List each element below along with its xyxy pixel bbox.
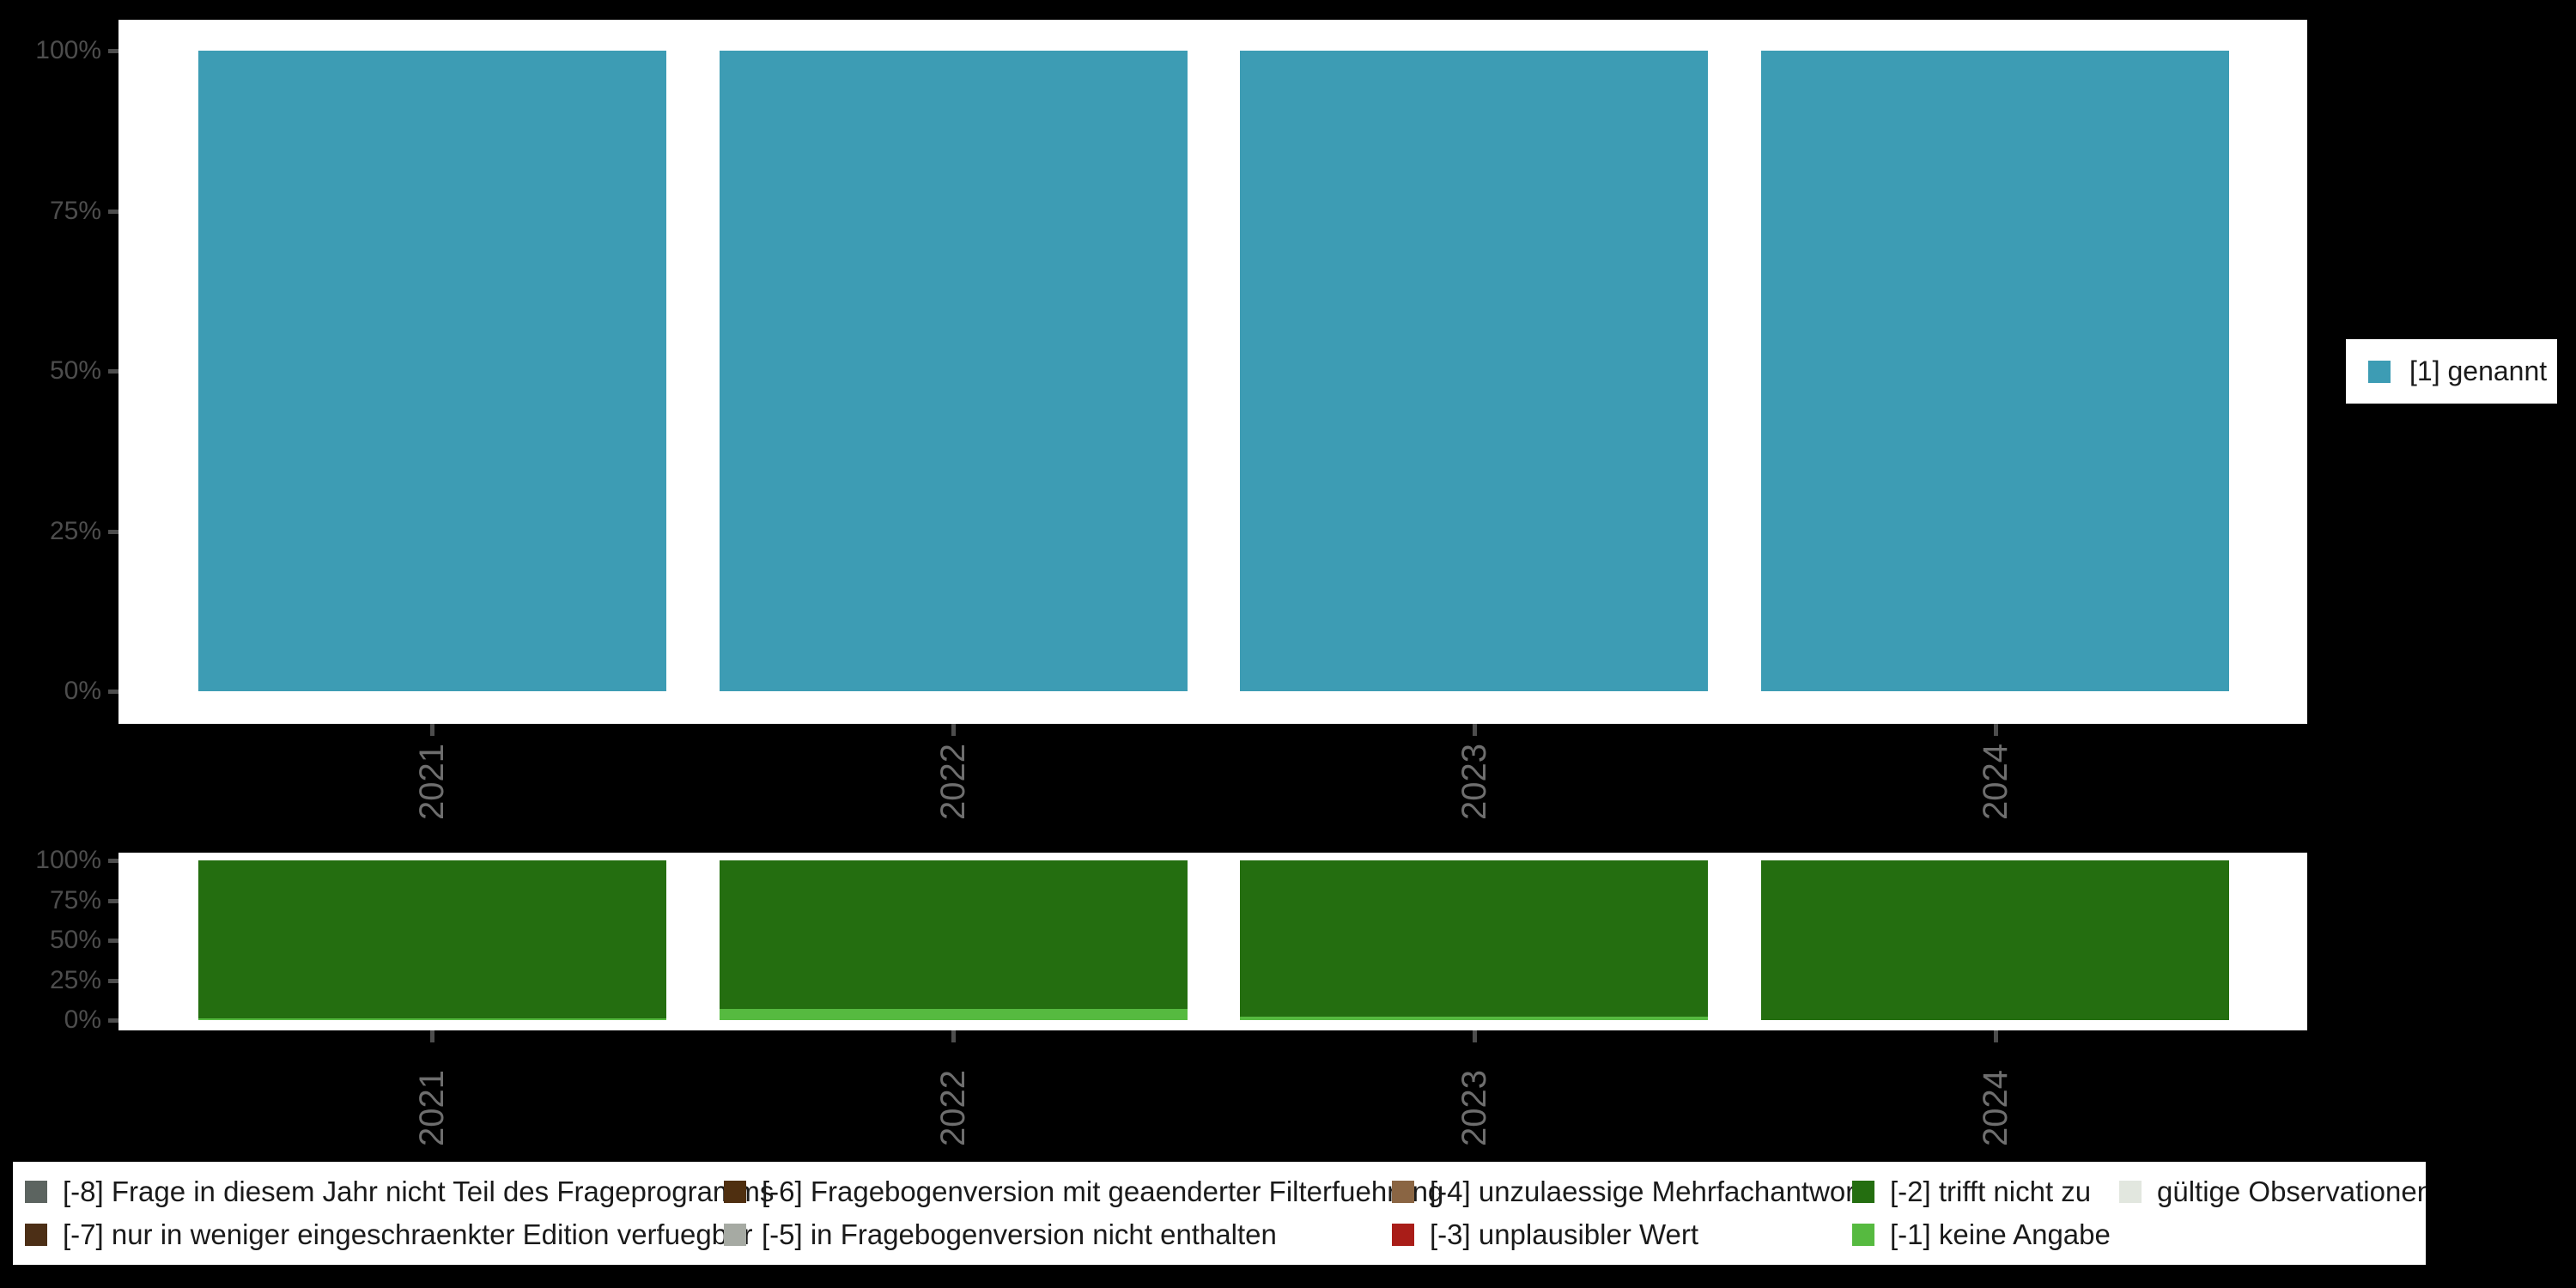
x-axis-tick [430,724,434,736]
bar-2024-series0 [1761,51,2229,691]
top-chart-plot-area [118,20,2307,724]
top-chart-legend: [1] genannt [2346,339,2557,404]
legend-key-swatch [25,1224,47,1246]
bar-2024-series1 [1761,860,2229,1020]
y-axis-tick-label: 25% [49,966,101,994]
x-axis-year-label: 2023 [1455,744,1493,820]
y-axis-tick-label: 75% [49,886,101,914]
legend-item-label: [-6] Fragebogenversion mit geaenderter F… [762,1176,1444,1207]
y-axis-tick [108,979,118,983]
legend-item-label: [-1] keine Angabe [1890,1218,2111,1250]
y-axis-tick [108,899,118,903]
y-axis-tick-label: 75% [49,197,101,225]
x-axis-tick [1994,724,1998,736]
legend-item: [-7] nur in weniger eingeschraenkter Edi… [25,1215,752,1255]
legend-item: [-8] Frage in diesem Jahr nicht Teil des… [25,1172,774,1212]
bar-2023-series0 [1240,1017,1708,1020]
legend-key-swatch [724,1224,746,1246]
bar-2023-series1 [1240,860,1708,1018]
y-axis-tick [108,49,118,53]
legend-item-label: [-8] Frage in diesem Jahr nicht Teil des… [63,1176,775,1207]
y-axis-tick [108,369,118,374]
legend-item-label: gültige Observationen [2157,1176,2426,1207]
x-axis-year-label: 2022 [934,1070,972,1146]
legend-key-swatch [1852,1224,1874,1246]
y-axis-tick-label: 100% [35,36,101,64]
x-axis-tick [1473,1030,1477,1042]
x-axis-tick [951,724,956,736]
legend-item-label: [-3] unplausibler Wert [1430,1218,1699,1250]
legend-item: gültige Observationen [2119,1172,2426,1212]
legend-item-label: [-7] nur in weniger eingeschraenkter Edi… [63,1218,753,1250]
bar-2023-series0 [1240,51,1708,691]
missing-codes-legend: [-8] Frage in diesem Jahr nicht Teil des… [13,1162,2426,1265]
legend-item: [-3] unplausibler Wert [1392,1215,1698,1255]
legend-key-swatch [1852,1181,1874,1203]
x-axis-tick [430,1030,434,1042]
x-axis-year-label: 2022 [934,744,972,820]
bar-2021-series0 [198,1018,666,1020]
legend-key-swatch [1392,1224,1414,1246]
legend-item: [-2] trifft nicht zu [1852,1172,2091,1212]
y-axis-tick [108,210,118,214]
x-axis-year-label: 2021 [413,744,451,820]
y-axis-tick-label: 50% [49,356,101,385]
x-axis-year-label: 2024 [1977,1070,2014,1146]
legend-item-label: [-2] trifft nicht zu [1890,1176,2092,1207]
y-axis-tick-label: 0% [64,1005,101,1034]
y-axis-tick-label: 25% [49,517,101,545]
legend-item-label: [-4] unzulaessige Mehrfachantwort [1430,1176,1863,1207]
legend-key-swatch [724,1181,746,1203]
y-axis-tick [108,690,118,694]
legend-key-swatch [25,1181,47,1203]
x-axis-year-label: 2023 [1455,1070,1493,1146]
legend-item: [-6] Fragebogenversion mit geaenderter F… [724,1172,1443,1212]
legend-item: [-1] keine Angabe [1852,1215,2111,1255]
x-axis-year-label: 2024 [1977,744,2014,820]
legend-item: [-5] in Fragebogenversion nicht enthalte… [724,1215,1277,1255]
y-axis-tick [108,1018,118,1023]
legend-key-swatch [2119,1181,2142,1203]
legend-item-label: [-5] in Fragebogenversion nicht enthalte… [762,1218,1277,1250]
legend-key-swatch [1392,1181,1414,1203]
y-axis-tick [108,859,118,863]
bar-2022-series1 [720,860,1188,1009]
legend-key-genannt [2368,360,2391,383]
y-axis-tick [108,939,118,943]
bar-2022-series0 [720,1008,1188,1020]
y-axis-tick-label: 0% [64,677,101,705]
x-axis-tick [1473,724,1477,736]
x-axis-tick [951,1030,956,1042]
bar-2022-series0 [720,51,1188,691]
y-axis-tick-label: 50% [49,926,101,954]
legend-item: [-4] unzulaessige Mehrfachantwort [1392,1172,1862,1212]
x-axis-tick [1994,1030,1998,1042]
x-axis-year-label: 2021 [413,1070,451,1146]
bottom-chart-plot-area [118,853,2307,1030]
bar-2021-series0 [198,51,666,691]
y-axis-tick [108,530,118,534]
legend-label-genannt: [1] genannt [2409,355,2548,386]
y-axis-tick-label: 100% [35,846,101,874]
bar-2021-series1 [198,860,666,1019]
